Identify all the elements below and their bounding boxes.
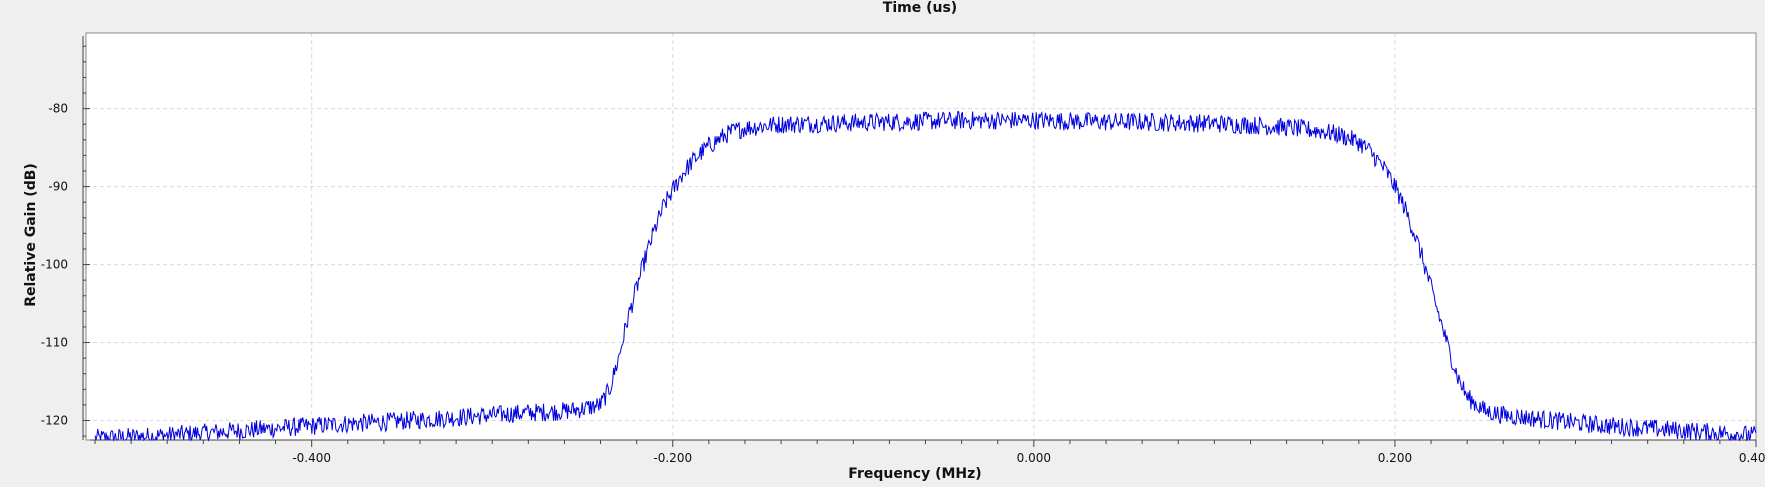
x-tick-label: 0.000 [1017, 451, 1051, 465]
y-tick-label: -90 [48, 180, 68, 194]
series-line [94, 110, 1757, 442]
x-tick-label: -0.200 [653, 451, 692, 465]
plot-area [86, 33, 1756, 440]
y-tick-label: -80 [48, 102, 68, 116]
x-tick-label: -0.400 [292, 451, 331, 465]
chart-title: Time (us) [882, 0, 958, 16]
y-tick-label: -100 [41, 258, 68, 272]
x-tick-label: 0.200 [1378, 451, 1412, 465]
y-tick-label: -120 [41, 414, 68, 428]
x-tick-label: 0.400 [1739, 451, 1765, 465]
x-axis-label: Frequency (MHz) [848, 466, 982, 482]
y-tick-label: -110 [41, 336, 68, 350]
